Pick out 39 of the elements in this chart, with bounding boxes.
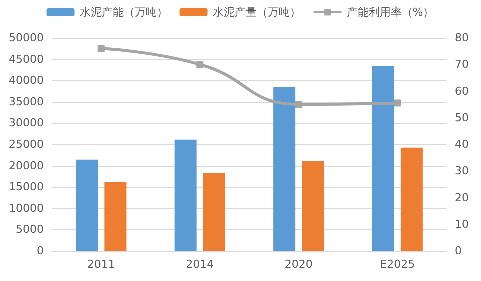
y2-tick-label: 50 — [455, 111, 469, 124]
y-tick-label: 5000 — [16, 223, 44, 236]
bar — [76, 160, 98, 251]
legend-label: 水泥产能（万吨） — [80, 6, 168, 19]
point — [394, 100, 402, 107]
y-tick-label: 40000 — [9, 74, 44, 88]
legend-label: 水泥产量（万吨） — [212, 6, 301, 19]
y-tick-label: 25000 — [9, 138, 44, 151]
y-tick-label: 20000 — [9, 159, 44, 172]
y-tick-label: 10000 — [9, 202, 44, 215]
x-tick-label: 2020 — [284, 258, 313, 271]
y2-tick-label: 30 — [455, 164, 469, 178]
y2-tick-label: 0 — [455, 244, 462, 258]
y-tick-label: 30000 — [9, 116, 44, 130]
x-tick-label: E2025 — [380, 258, 416, 271]
y-tick-label: 45000 — [9, 52, 44, 66]
bar — [104, 182, 127, 251]
y2-tick-label: 10 — [455, 218, 469, 231]
legend-label: 产能利用率（%） — [346, 6, 434, 19]
y-tick-label: 35000 — [9, 95, 44, 108]
bar — [302, 161, 324, 251]
bar — [372, 66, 394, 251]
y2-tick-label: 40 — [455, 138, 469, 151]
y2-tick-label: 60 — [455, 84, 469, 98]
point — [295, 101, 302, 108]
bar — [203, 173, 226, 251]
y2-tick-label: 80 — [455, 32, 469, 44]
x-tick-label: 2014 — [186, 258, 214, 271]
y-tick-label: 50000 — [9, 32, 44, 44]
y-tick-label: 0 — [37, 244, 44, 258]
y-tick-label: 15000 — [9, 180, 44, 194]
bar — [174, 140, 197, 251]
point — [98, 45, 105, 52]
bar — [400, 148, 423, 251]
x-tick-label: 2011 — [87, 258, 116, 271]
point — [196, 61, 204, 68]
y2-tick-label: 20 — [455, 191, 469, 204]
bar — [274, 86, 296, 251]
y2-tick-label: 70 — [455, 58, 469, 72]
